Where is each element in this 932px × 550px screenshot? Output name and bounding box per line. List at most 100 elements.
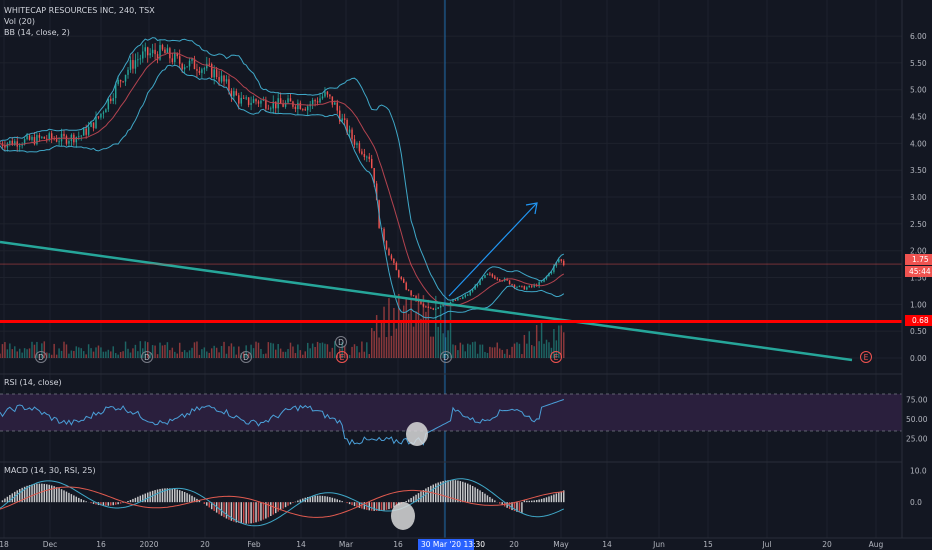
arrow-annotation[interactable] [448, 202, 538, 297]
candle-body [149, 53, 151, 56]
dividend-marker-1[interactable] [141, 351, 153, 363]
volume-bar [449, 303, 452, 358]
candle-body [316, 101, 319, 103]
macd-histogram-bar [78, 497, 80, 503]
candle-body [176, 53, 178, 57]
dividend-marker-4[interactable] [335, 336, 347, 348]
dividend-marker-label-1: D [144, 353, 150, 362]
candle-body [33, 137, 36, 145]
macd-histogram-bar [228, 502, 230, 520]
rsi-axis-ticks: 75.00 50.00 25.00 [906, 396, 928, 444]
bollinger-legend: BB (14, close, 2) [4, 28, 70, 37]
volume-bar [16, 351, 18, 358]
volume-bar [499, 348, 501, 358]
candle-body [435, 308, 437, 310]
rsi-line [0, 399, 564, 446]
candle-body [412, 295, 415, 297]
volume-bar [314, 346, 316, 358]
macd-histogram-bar [513, 502, 516, 512]
volume-bar [543, 343, 545, 358]
volume-bar [444, 337, 447, 358]
volume-bar [53, 343, 55, 358]
volume-bar [41, 343, 43, 358]
dividend-marker-3[interactable] [440, 351, 452, 363]
candle-body [38, 135, 41, 138]
rsi-highlight-circle[interactable] [406, 422, 428, 446]
macd-histogram-bar [316, 495, 319, 503]
volume-bar [563, 332, 565, 358]
volume-bar [503, 353, 506, 358]
macd-histogram-bar [255, 502, 257, 523]
volume-bar [92, 351, 95, 358]
volume-bar [324, 343, 326, 358]
volume-bar [112, 346, 114, 358]
candle-body [348, 129, 351, 133]
candle-body [521, 285, 523, 287]
volume-bar [48, 353, 50, 358]
macd-histogram-bar [467, 483, 469, 503]
candle-body [400, 277, 403, 279]
candle-body [46, 138, 48, 140]
macd-histogram-bar [363, 502, 366, 510]
volume-bar [176, 353, 178, 358]
volume-bar [80, 348, 82, 358]
candle-body [181, 63, 183, 70]
macd-histogram-bar [4, 498, 6, 503]
candle-body [393, 258, 395, 263]
volume-bar [516, 342, 518, 358]
volume-bar [267, 342, 270, 358]
candle-body [469, 291, 471, 295]
macd-histogram-bar [563, 490, 565, 503]
macd-highlight-circle[interactable] [391, 502, 415, 530]
macd-histogram-bar [314, 495, 316, 503]
volume-bar [181, 351, 183, 358]
macd-histogram-bar [58, 488, 60, 503]
candle-body [4, 145, 6, 148]
macd-histogram-bar [23, 486, 26, 503]
macd-histogram-bar [555, 493, 558, 503]
macd-histogram-bar [449, 480, 452, 503]
countdown-label: 45:44 [909, 267, 931, 276]
macd-histogram-bar [375, 502, 378, 511]
volume-bar [294, 353, 297, 358]
volume-bar [476, 353, 479, 358]
candle-body [18, 145, 21, 147]
volume-bar [78, 347, 80, 358]
macd-histogram-bar [176, 489, 178, 503]
macd-histogram-bar [122, 502, 124, 503]
macd-histogram-bar [213, 502, 215, 511]
candle-body [201, 69, 203, 73]
volume-bar [139, 341, 142, 358]
volume-bar [368, 354, 371, 358]
volume-bar [531, 345, 533, 358]
macd-histogram-bar [80, 499, 82, 503]
candle-body [464, 294, 467, 297]
volume-bar [235, 354, 238, 358]
earnings-marker-0[interactable] [336, 351, 348, 363]
earnings-marker-2[interactable] [860, 351, 872, 363]
candle-body [105, 109, 107, 113]
macd-histogram-bar [533, 500, 535, 503]
candle-body [9, 140, 11, 144]
volume-bar [107, 349, 110, 358]
dividend-marker-0[interactable] [35, 351, 47, 363]
macd-histogram-bar [540, 498, 543, 503]
candle-body [427, 306, 430, 308]
candle-body [471, 289, 474, 292]
earnings-marker-1[interactable] [550, 351, 562, 363]
macd-histogram-bar [501, 502, 503, 506]
volume-bar [462, 344, 464, 358]
volume-bar [250, 344, 252, 358]
candle-body [127, 69, 129, 75]
price-tick-4: 4.00 [910, 139, 927, 148]
volume-bar [560, 325, 563, 358]
macd-histogram-bar [331, 497, 334, 503]
macd-histogram-bar [174, 488, 176, 503]
volume-bar [274, 349, 277, 358]
trendline[interactable] [0, 240, 853, 362]
candle-body [430, 307, 432, 309]
dividend-marker-2[interactable] [240, 351, 252, 363]
macd-histogram-bar [405, 501, 407, 503]
price-tick-12: 0.00 [910, 354, 927, 363]
macd-histogram-bar [60, 489, 63, 503]
